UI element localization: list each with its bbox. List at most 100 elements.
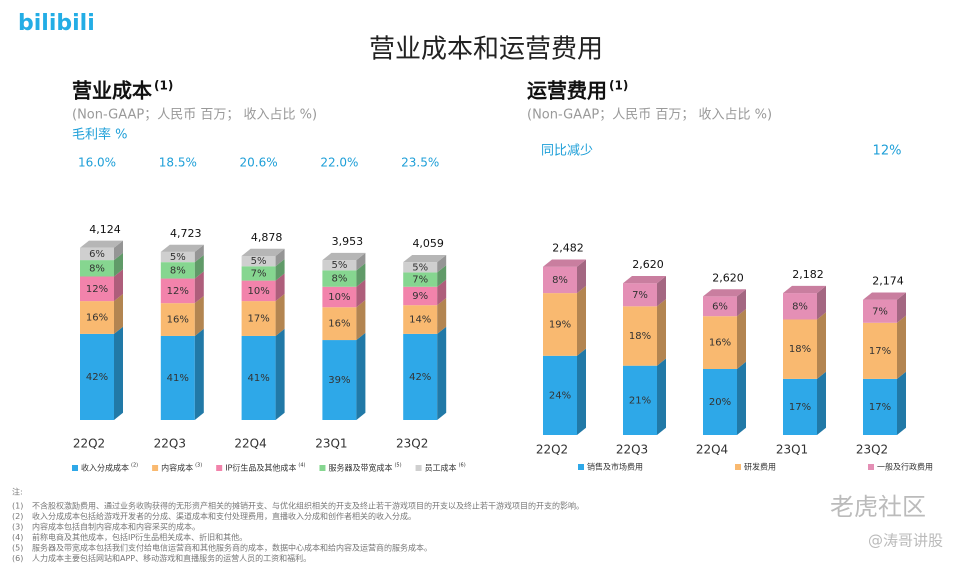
- segment-label: 18%: [629, 331, 651, 342]
- bar-side: [114, 240, 123, 261]
- bar-segment: [863, 322, 897, 379]
- bar-side: [737, 289, 746, 317]
- bar-side: [657, 299, 666, 366]
- bar-segment: [241, 256, 276, 267]
- segment-label: 5%: [331, 260, 347, 271]
- segment-label: 16%: [167, 315, 189, 326]
- segment-label: 7%: [632, 290, 648, 301]
- segment-label: 19%: [549, 319, 571, 330]
- segment-label: 8%: [552, 275, 568, 286]
- segment-label: 7%: [872, 306, 888, 317]
- segment-label: 17%: [247, 314, 269, 325]
- bar-segment: [322, 286, 357, 308]
- margin-value: 16.0%: [78, 156, 116, 170]
- bar-segment: [623, 365, 657, 435]
- logo: bilibili: [18, 11, 95, 36]
- bar-side: [114, 326, 123, 420]
- legend-label: 服务器及带宽成本: [328, 463, 392, 473]
- segment-label: 12%: [86, 284, 108, 295]
- bar-segment: [703, 316, 737, 369]
- bar-segment: [80, 333, 114, 420]
- segment-label: 6%: [712, 301, 728, 312]
- legend-label: 员工成本: [425, 463, 457, 473]
- legend-swatch: [216, 465, 223, 471]
- chart-title: 运营费用: [527, 79, 607, 103]
- segment-label: 41%: [247, 373, 269, 384]
- page-title: 营业成本和运营费用: [369, 35, 603, 65]
- x-tick-label: 23Q1: [776, 443, 808, 457]
- bar-side: [817, 371, 826, 435]
- legend-label: IP衍生品及其他成本: [225, 463, 296, 473]
- segment-label: 42%: [86, 372, 108, 383]
- bar-side: [194, 254, 204, 279]
- bar-side: [275, 248, 285, 267]
- bar-segment: [322, 260, 357, 271]
- note-ref: (1): [12, 502, 23, 511]
- x-tick-label: 22Q2: [536, 443, 568, 457]
- bar-segment: [322, 270, 357, 287]
- bar-side: [114, 293, 123, 334]
- bar-side: [114, 252, 123, 277]
- bar-segment: [241, 301, 276, 336]
- bar-top: [241, 248, 285, 256]
- total-label: 2,174: [872, 275, 904, 288]
- legend-note: (6): [459, 463, 466, 469]
- bar-side: [194, 244, 204, 263]
- bar-segment: [322, 307, 357, 341]
- segment-label: 8%: [89, 263, 105, 274]
- bar-side: [114, 269, 123, 302]
- margin-label: 毛利率 %: [72, 127, 128, 143]
- watermark: @涛哥讲股: [868, 532, 943, 550]
- note-ref: (3): [12, 523, 23, 532]
- segment-label: 20%: [709, 397, 731, 408]
- margin-value: 18.5%: [159, 156, 197, 170]
- total-label: 4,124: [89, 223, 121, 236]
- bar-segment: [241, 280, 276, 302]
- segment-label: 18%: [789, 344, 811, 355]
- title-note: (1): [609, 79, 628, 93]
- segment-label: 7%: [251, 268, 267, 279]
- x-tick-label: 23Q2: [396, 437, 428, 451]
- segment-label: 10%: [247, 286, 269, 297]
- bar-top: [783, 285, 826, 294]
- bar-side: [577, 348, 586, 435]
- bar-side: [897, 371, 906, 435]
- note-text: 收入分成成本包括给游戏开发者的分成、渠道成本和支付处理费用，直播收入分成和创作者…: [32, 511, 416, 521]
- bar-segment: [623, 283, 657, 307]
- bar-side: [356, 263, 366, 287]
- segment-label: 24%: [549, 390, 571, 401]
- bar-top: [403, 254, 447, 263]
- x-tick-label: 22Q4: [234, 437, 266, 451]
- bar-segment: [80, 301, 114, 334]
- bar-side: [356, 300, 366, 341]
- bar-side: [577, 259, 586, 294]
- bar-segment: [543, 266, 577, 294]
- legend-label: 内容成本: [161, 463, 193, 473]
- note-text: 前称电商及其他成本，包括IP衍生品相关成本、折旧和其他。: [32, 532, 247, 542]
- bar-segment: [783, 293, 817, 320]
- legend-note: (2): [131, 463, 138, 469]
- bar-side: [817, 285, 826, 320]
- legend-swatch: [319, 465, 326, 471]
- segment-label: 9%: [412, 291, 428, 302]
- bar-segment: [623, 306, 657, 366]
- bar-segment: [783, 378, 817, 435]
- bar-segment: [783, 319, 817, 379]
- segment-label: 10%: [328, 292, 350, 303]
- bar-side: [737, 309, 746, 369]
- note-text: 不含股权激励费用、通过业务收购获得的无形资产相关的摊销开支、与优化组织相关的开支…: [32, 501, 584, 511]
- x-tick-label: 22Q3: [154, 437, 186, 451]
- segment-label: 7%: [412, 275, 428, 286]
- legend-swatch: [735, 464, 741, 470]
- x-tick-label: 22Q4: [696, 443, 728, 457]
- bar-side: [275, 328, 285, 420]
- bar-side: [897, 315, 906, 379]
- segment-label: 5%: [412, 262, 428, 273]
- bar-segment: [160, 251, 195, 263]
- notes-label: 注:: [12, 487, 23, 497]
- note-text: 人力成本主要包括网站和APP、移动游戏和直播服务的运营人员的工资和福利。: [32, 553, 311, 563]
- bar-segment: [80, 247, 114, 261]
- yoy-label: 同比减少: [541, 144, 593, 159]
- bar-segment: [241, 335, 276, 420]
